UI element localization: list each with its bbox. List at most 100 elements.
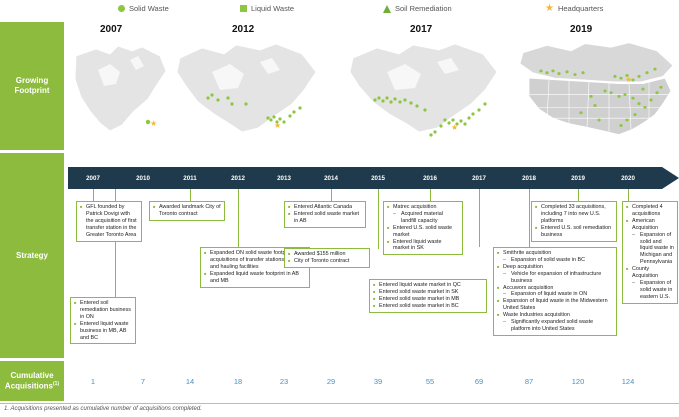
timeline-year: 2007 xyxy=(86,175,100,182)
timeline-year: 2016 xyxy=(423,175,437,182)
bullet: Waste Industries acquisition xyxy=(497,312,613,319)
cumulative-count: 7 xyxy=(140,377,146,386)
bullet: Entered Atlantic Canada xyxy=(288,204,362,211)
connector-line xyxy=(115,189,116,297)
cumulative-count: 39 xyxy=(373,377,383,386)
map-year-2019: 2019 xyxy=(570,24,593,35)
bullet: Awarded $155 million xyxy=(288,251,366,258)
timeline-year: 2020 xyxy=(621,175,635,182)
connector-line xyxy=(331,189,332,201)
strategy-box-2016: Matrec acquisition Acquired material lan… xyxy=(383,201,463,256)
growing-footprint-label: Growing Footprint xyxy=(0,22,64,150)
strategy-box-2010: Entered soil remediation business in ON … xyxy=(70,297,136,345)
legend-label: Soil Remediation xyxy=(395,4,452,13)
svg-text:★: ★ xyxy=(451,123,458,132)
strategy-box-2014a: Entered Atlantic Canada Entered solid wa… xyxy=(284,201,366,228)
map-year-2012: 2012 xyxy=(232,24,255,35)
bullet: Expanded ON solid waste footprint with a… xyxy=(204,250,306,271)
bullet: Entered solid waste market in BC xyxy=(373,303,483,310)
cumulative-count: 120 xyxy=(571,377,585,386)
bullet: Entered solid waste market in MB xyxy=(373,296,483,303)
connector-line xyxy=(430,189,431,201)
cumulative-count: 14 xyxy=(185,377,195,386)
strategy-box-2014b: Awarded $155 million City of Toronto con… xyxy=(284,248,370,268)
bullet: Entered U.S. solid waste market xyxy=(387,225,459,239)
map-year-2017: 2017 xyxy=(410,24,433,35)
timeline-year: 2017 xyxy=(472,175,486,182)
bullet: Completed 33 acquisitions, including 7 i… xyxy=(535,204,613,225)
cumulative-acquisitions-label: Cumulative Acquisitions(1) xyxy=(0,361,64,401)
legend-label: Liquid Waste xyxy=(251,4,295,13)
bullet: Smithrite acquisition xyxy=(497,250,613,257)
legend-headquarters: ★ Headquarters xyxy=(545,2,604,14)
sub-bullet: Significantly expanded solid waste platf… xyxy=(497,319,613,333)
bullet: Completed 4 acquisitions xyxy=(626,204,674,218)
cumulative-count: 29 xyxy=(326,377,336,386)
cumulative-count: 18 xyxy=(233,377,243,386)
sub-bullet: Expansion of solid waste in BC xyxy=(497,257,613,264)
circle-icon xyxy=(118,5,125,12)
timeline-year: 2013 xyxy=(277,175,291,182)
sub-bullet: Expansion of solid waste in eastern U.S. xyxy=(626,280,674,301)
timeline-year: 2012 xyxy=(231,175,245,182)
bullet: Entered soil remediation business in ON xyxy=(74,300,132,321)
cumulative-count: 87 xyxy=(524,377,534,386)
bullet: Expansion of liquid waste in the Midwest… xyxy=(497,298,613,312)
bullet: City of Toronto contract xyxy=(288,258,366,265)
cumulative-count: 23 xyxy=(279,377,289,386)
timeline-year: 2019 xyxy=(571,175,585,182)
strategy-box-2017: Entered liquid waste market in QC Entere… xyxy=(369,279,487,313)
svg-text:★: ★ xyxy=(274,121,281,130)
bullet: Accuworx acquisition xyxy=(497,285,613,292)
legend-label: Solid Waste xyxy=(129,4,169,13)
bullet: Entered U.S. soil remediation business xyxy=(535,225,613,239)
legend-soil-remediation: Soil Remediation xyxy=(383,4,452,13)
bullet: Expanded liquid waste footprint in AB an… xyxy=(204,271,306,285)
bullet: Entered solid waste market in AB xyxy=(288,211,362,225)
connector-line xyxy=(238,189,239,247)
connector-line xyxy=(578,189,579,201)
sub-bullet: Acquired material landfill capacity xyxy=(387,211,459,225)
map-year-2007: 2007 xyxy=(100,24,123,35)
map-2007: ★ xyxy=(74,45,167,132)
timeline-year: 2011 xyxy=(183,175,197,182)
connector-line xyxy=(479,189,480,247)
map-2012: ★ xyxy=(176,43,317,133)
strategy-box-2011: Awarded landmark City of Toronto contrac… xyxy=(149,201,225,221)
map-2017: ★ xyxy=(349,43,498,137)
legend-liquid-waste: Liquid Waste xyxy=(240,4,294,13)
sub-bullet: Expansion of liquid waste in ON xyxy=(497,291,613,298)
svg-text:★: ★ xyxy=(150,119,157,128)
legend: Solid Waste Liquid Waste Soil Remediatio… xyxy=(0,2,679,18)
legend-label: Headquarters xyxy=(557,4,604,13)
timeline-year: 2010 xyxy=(136,175,150,182)
connector-line xyxy=(529,189,530,249)
star-icon: ★ xyxy=(545,2,554,14)
timeline-year: 2018 xyxy=(522,175,536,182)
sub-bullet: Expansion of solid and liquid waste in M… xyxy=(626,232,674,267)
footnote: 1. Acquisitions presented as cumulative … xyxy=(4,406,202,412)
bullet: GFL founded by Patrick Dovigi with the a… xyxy=(80,204,138,239)
bullet: Matrec acquisition xyxy=(387,204,459,211)
timeline-year: 2015 xyxy=(371,175,385,182)
cumulative-label-text: Cumulative Acquisitions xyxy=(4,370,54,391)
sub-bullet: Vehicle for expansion of infrastructure … xyxy=(497,271,613,285)
connector-line xyxy=(628,189,629,201)
bullet: Awarded landmark City of Toronto contrac… xyxy=(153,204,221,218)
strategy-box-2019: Completed 33 acquisitions, including 7 i… xyxy=(531,201,617,242)
strategy-label: Strategy xyxy=(0,153,64,358)
map-2019: ★ xyxy=(519,42,674,135)
cumulative-count: 1 xyxy=(90,377,96,386)
svg-text:★: ★ xyxy=(625,75,632,84)
bullet: American Acquisition xyxy=(626,218,674,232)
legend-solid-waste: Solid Waste xyxy=(118,4,169,13)
timeline-arrow xyxy=(68,167,679,189)
footnote-marker: (1) xyxy=(52,380,60,387)
triangle-icon xyxy=(383,4,391,13)
bullet: Entered liquid waste business in MB, AB … xyxy=(74,321,132,342)
connector-line xyxy=(378,189,379,249)
bullet: Entered solid waste market in SK xyxy=(373,289,483,296)
cumulative-count: 69 xyxy=(474,377,484,386)
strategy-box-2007: GFL founded by Patrick Dovigi with the a… xyxy=(76,201,142,242)
square-icon xyxy=(240,5,247,12)
